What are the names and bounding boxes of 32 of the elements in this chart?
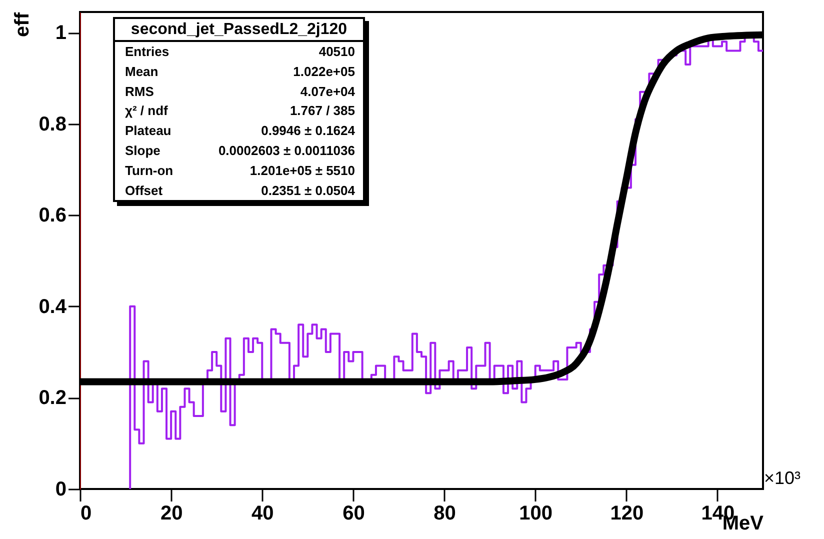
x-tick-label: 120 xyxy=(610,502,644,524)
y-tick-label: 0.2 xyxy=(38,387,66,410)
y-tick-label: 0.6 xyxy=(38,204,66,227)
annotation: Plateau xyxy=(125,122,172,140)
y-tick-label: 1 xyxy=(55,22,66,44)
annotation: Offset xyxy=(125,182,163,200)
x-tick-label: 20 xyxy=(160,502,183,524)
y-axis-title: eff xyxy=(12,12,34,37)
annotation: second_jet_PassedL2_2j120 xyxy=(115,19,363,42)
x-tick-label: 40 xyxy=(252,502,274,524)
annotation: Turn-on xyxy=(125,162,174,180)
annotation: Entries xyxy=(125,43,170,61)
text: ×10³ xyxy=(764,468,801,489)
annotation: χ² / ndf xyxy=(125,102,168,120)
annotation: 1.767 / 385 xyxy=(290,102,355,120)
annotation: 1.022e+05 xyxy=(293,62,355,81)
y-tick-label: 0.8 xyxy=(38,113,66,136)
annotation: 0.9946 ± 0.1624 xyxy=(261,122,355,140)
x-tick-label: 60 xyxy=(342,502,365,524)
x-tick-label: 0 xyxy=(80,502,92,524)
annotation: 1.201e+05 ± 5510 xyxy=(250,162,355,180)
x-tick-label: 100 xyxy=(519,502,553,524)
annotation: Mean xyxy=(125,62,158,81)
annotation: 4.07e+04 xyxy=(300,82,355,101)
annotation: 0.2351 ± 0.0504 xyxy=(261,182,355,200)
annotation: 0.0002603 ± 0.0011036 xyxy=(218,142,355,160)
x-tick-label: 80 xyxy=(434,502,456,524)
y-tick-label: 0 xyxy=(55,478,66,500)
annotation: Slope xyxy=(125,142,160,160)
annotation: RMS xyxy=(125,82,154,101)
annotation: 40510 xyxy=(318,43,355,61)
y-tick-label: 0.4 xyxy=(38,296,68,318)
